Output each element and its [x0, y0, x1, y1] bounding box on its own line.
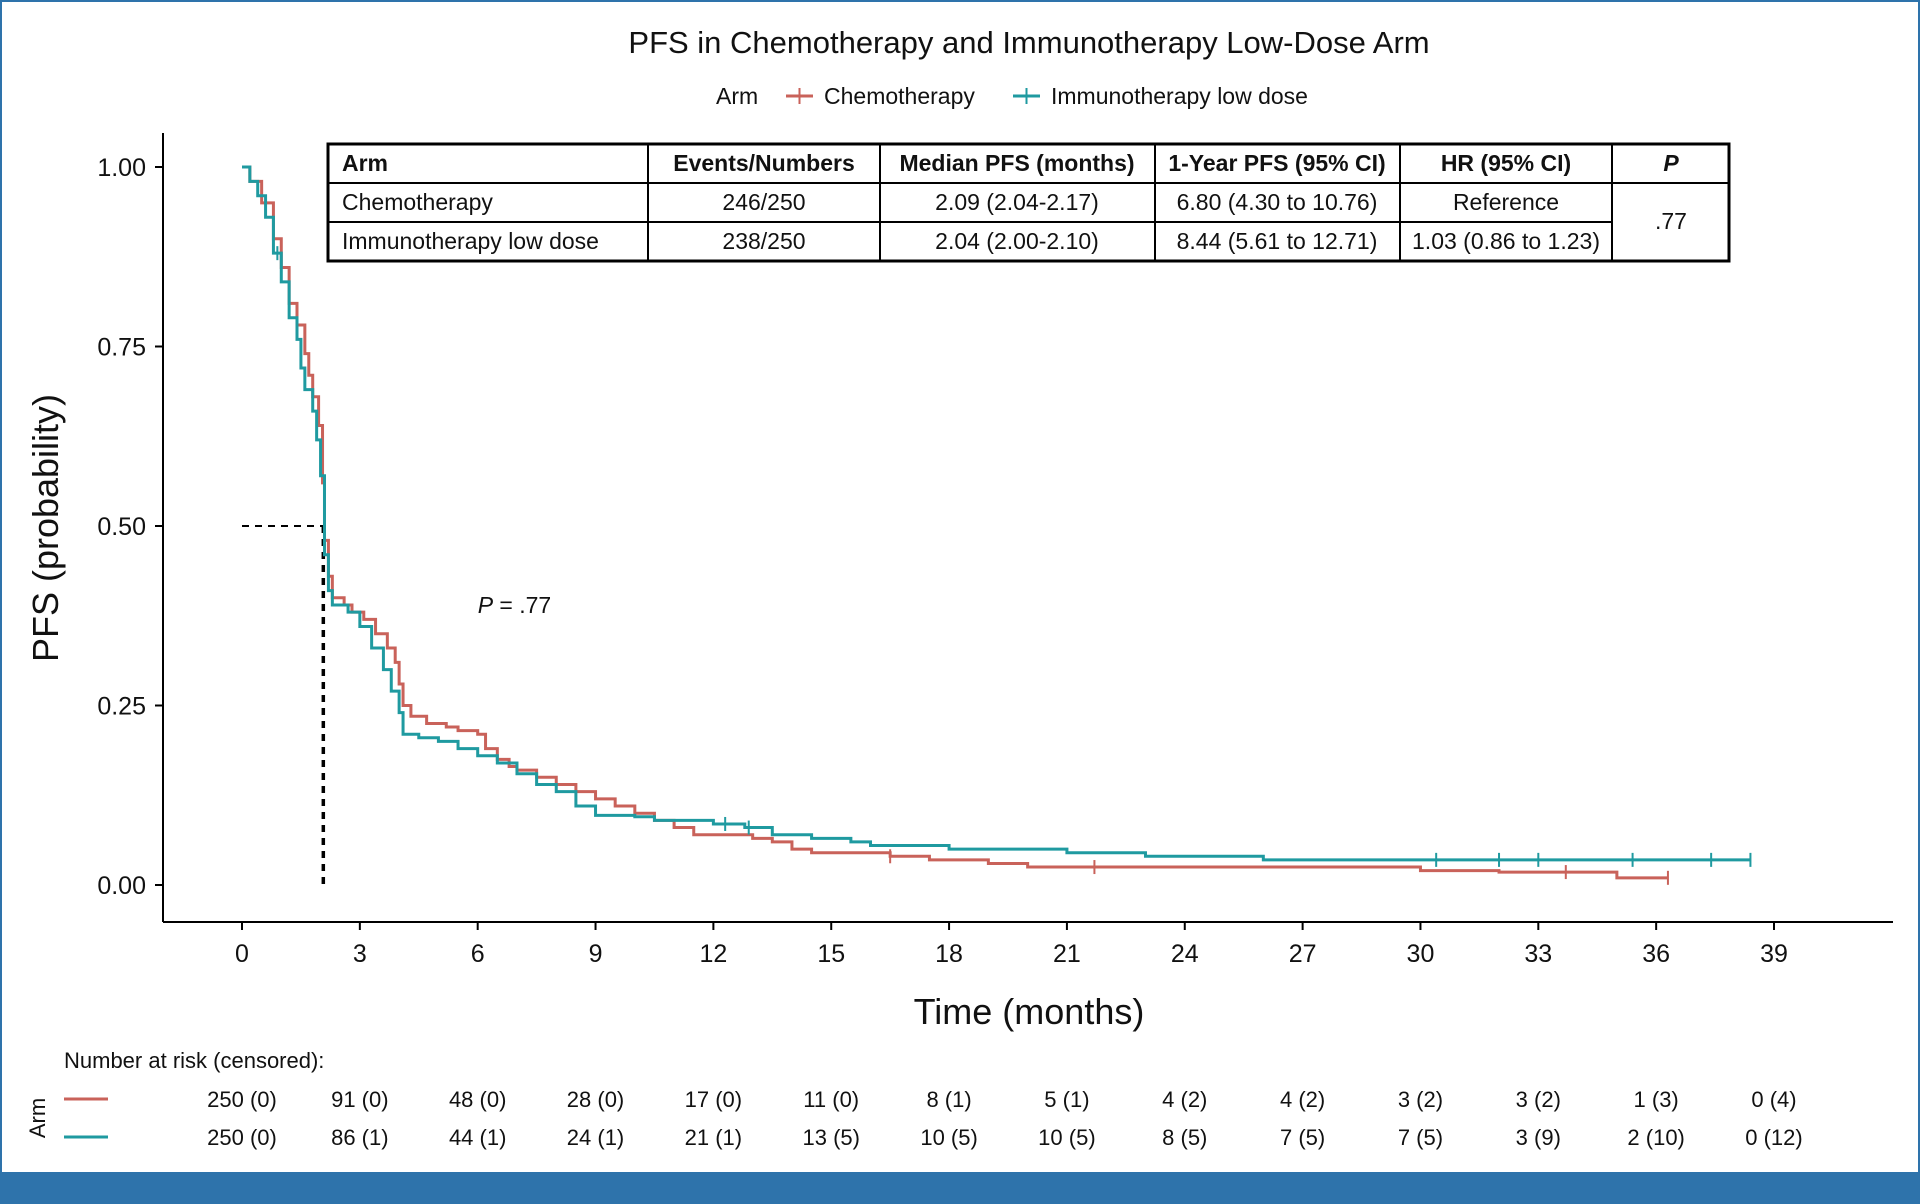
risk-cell: 2 (10)	[1627, 1125, 1684, 1150]
risk-cell: 8 (1)	[926, 1087, 971, 1112]
risk-cell: 13 (5)	[802, 1125, 859, 1150]
stats-row2-arm: Immunotherapy low dose	[342, 228, 599, 254]
stats-row2-events: 238/250	[722, 228, 805, 254]
legend-title: Arm	[716, 83, 758, 109]
stats-p-value: .77	[1655, 208, 1687, 234]
risk-cell: 10 (5)	[1038, 1125, 1095, 1150]
risk-cell: 7 (5)	[1398, 1125, 1443, 1150]
stats-table: Arm Events/Numbers Median PFS (months) 1…	[326, 142, 1731, 263]
y-tick-label: 1.00	[97, 154, 146, 182]
risk-cell: 24 (1)	[567, 1125, 624, 1150]
stats-row2-hr: 1.03 (0.86 to 1.23)	[1412, 228, 1600, 254]
km-curve-immunotherapy	[242, 165, 1751, 862]
y-tick-label: 0.00	[97, 872, 146, 900]
x-tick-label: 9	[589, 940, 603, 968]
y-tick-label: 0.50	[97, 513, 146, 541]
risk-cell: 28 (0)	[567, 1087, 624, 1112]
y-axis-label: PFS (probability)	[25, 394, 66, 662]
x-tick-label: 21	[1053, 940, 1081, 968]
y-ticks: 0.00 0.25 0.50 0.75 1.00	[97, 154, 163, 900]
bottom-bar	[0, 1172, 1920, 1204]
risk-cell: 5 (1)	[1044, 1087, 1089, 1112]
km-curve-chemotherapy	[242, 165, 1668, 880]
p-value-number: = .77	[493, 592, 551, 618]
x-tick-label: 24	[1171, 940, 1199, 968]
risk-cell: 21 (1)	[685, 1125, 742, 1150]
legend-immuno-label: Immunotherapy low dose	[1051, 83, 1308, 109]
risk-cell: 4 (2)	[1280, 1087, 1325, 1112]
risk-cells: 250 (0) 91 (0) 48 (0) 28 (0) 17 (0) 11 (0) 8 (…	[207, 1087, 1803, 1150]
risk-table-title: Number at risk (censored):	[64, 1048, 324, 1073]
p-value-letter: P	[478, 592, 494, 618]
x-tick-label: 39	[1760, 940, 1788, 968]
stats-row1-arm: Chemotherapy	[342, 189, 493, 215]
risk-cell: 3 (2)	[1398, 1087, 1443, 1112]
stats-header-arm: Arm	[342, 150, 388, 176]
km-chart: PFS in Chemotherapy and Immunotherapy Lo…	[25, 25, 1893, 1150]
x-tick-label: 30	[1407, 940, 1435, 968]
figure-frame	[0, 0, 1920, 1172]
risk-cell: 3 (2)	[1516, 1087, 1561, 1112]
chart-title: PFS in Chemotherapy and Immunotherapy Lo…	[628, 25, 1429, 60]
stats-row2-1yr: 8.44 (5.61 to 12.71)	[1177, 228, 1378, 254]
risk-cell: 11 (0)	[803, 1087, 859, 1112]
stats-row1-hr: Reference	[1453, 189, 1559, 215]
x-tick-label: 12	[699, 940, 727, 968]
stats-row1-1yr: 6.80 (4.30 to 10.76)	[1177, 189, 1378, 215]
stats-header-hr: HR (95% CI)	[1441, 150, 1571, 176]
risk-cell: 91 (0)	[331, 1087, 388, 1112]
risk-cell: 8 (5)	[1162, 1125, 1207, 1150]
x-tick-label: 33	[1524, 940, 1552, 968]
stats-header-p: P	[1663, 150, 1679, 176]
risk-cell: 86 (1)	[331, 1125, 388, 1150]
x-tick-label: 36	[1642, 940, 1670, 968]
risk-cell: 1 (3)	[1634, 1087, 1679, 1112]
stats-table-border	[326, 142, 1731, 263]
median-lines	[242, 525, 326, 885]
y-tick-label: 0.25	[97, 693, 146, 721]
x-ticks: 0 3 6 9 12 15 18 21 24 27 30 33 36 39	[235, 922, 1788, 968]
x-axis: 0 3 6 9 12 15 18 21 24 27 30 33 36 39 Time (months)	[163, 921, 1893, 1032]
legend: Arm Chemotherapy Immunotherapy low dose	[716, 83, 1308, 109]
risk-cell: 17 (0)	[685, 1087, 742, 1112]
y-tick-label: 0.75	[97, 334, 146, 362]
x-tick-label: 18	[935, 940, 963, 968]
risk-cell: 0 (4)	[1751, 1087, 1796, 1112]
risk-cell: 0 (12)	[1745, 1125, 1802, 1150]
x-tick-label: 15	[817, 940, 845, 968]
x-tick-label: 3	[353, 940, 367, 968]
stats-row1-events: 246/250	[722, 189, 805, 215]
stats-row1-median: 2.09 (2.04-2.17)	[935, 189, 1099, 215]
y-axis: 0.00 0.25 0.50 0.75 1.00 PFS (probability)	[25, 133, 164, 922]
risk-cell: 48 (0)	[449, 1087, 506, 1112]
legend-chemo-label: Chemotherapy	[824, 83, 975, 109]
p-value-annotation: P = .77	[478, 592, 552, 618]
risk-table: Number at risk (censored): Arm 250 (0) 91…	[25, 1048, 1803, 1150]
risk-cell: 10 (5)	[920, 1125, 977, 1150]
risk-cell: 3 (9)	[1516, 1125, 1561, 1150]
stats-header-1yr: 1-Year PFS (95% CI)	[1168, 150, 1385, 176]
risk-cell: 4 (2)	[1162, 1087, 1207, 1112]
risk-table-axis-label: Arm	[25, 1098, 50, 1138]
x-tick-label: 6	[471, 940, 485, 968]
x-axis-label: Time (months)	[914, 991, 1145, 1032]
risk-cell: 7 (5)	[1280, 1125, 1325, 1150]
risk-cell: 250 (0)	[207, 1125, 277, 1150]
survival-curves	[242, 165, 1752, 885]
stats-header-median: Median PFS (months)	[899, 150, 1134, 176]
x-tick-label: 27	[1289, 940, 1317, 968]
risk-cell: 250 (0)	[207, 1087, 277, 1112]
stats-row2-median: 2.04 (2.00-2.10)	[935, 228, 1099, 254]
stats-header-events: Events/Numbers	[673, 150, 855, 176]
x-tick-label: 0	[235, 940, 249, 968]
risk-cell: 44 (1)	[449, 1125, 506, 1150]
